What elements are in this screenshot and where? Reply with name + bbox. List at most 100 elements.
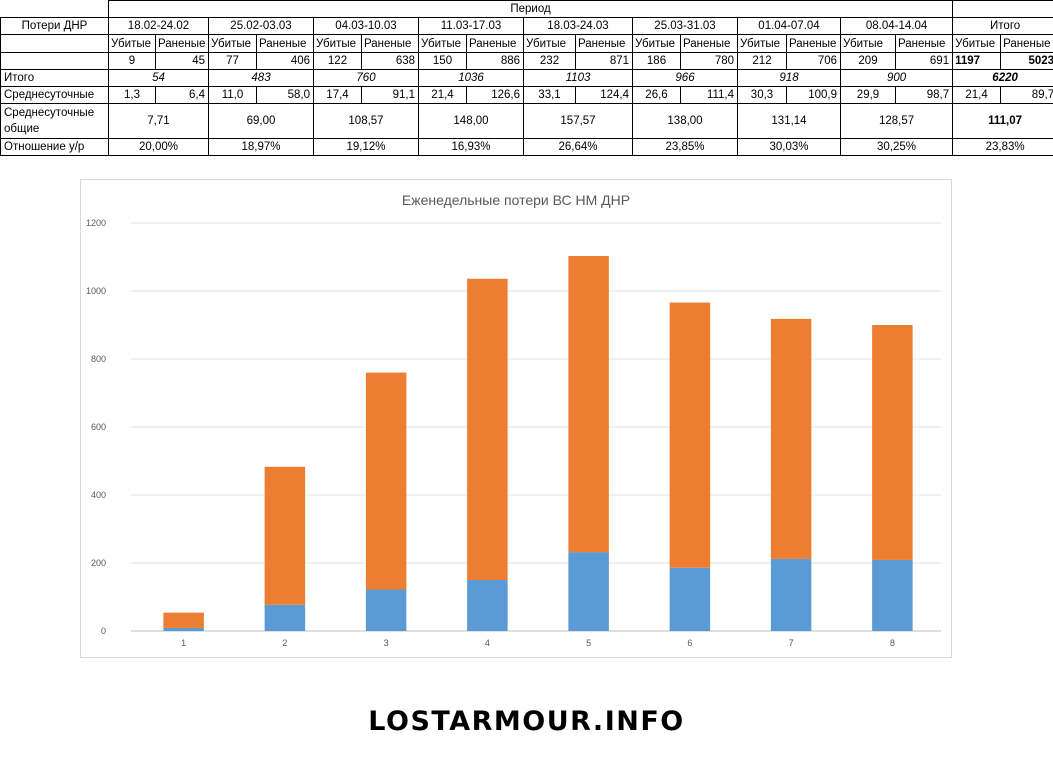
col-killed-label: Убитые (313, 34, 362, 53)
weekly-losses-chart: Еженедельные потери ВС НМ ДНР 0 200 400 600… (80, 179, 952, 658)
daily-grand-total: 111,07 (952, 103, 1053, 139)
wounded-value: 406 (256, 52, 314, 70)
daily-wounded-value: 91,1 (361, 86, 419, 104)
daily-total-value: 69,00 (208, 103, 314, 139)
daily-killed-value: 30,3 (737, 86, 787, 104)
period-date: 08.04-14.04 (839, 17, 954, 35)
x-tick-label: 6 (687, 638, 692, 648)
daily-wounded-value: 6,4 (155, 86, 209, 104)
x-tick-label: 7 (789, 638, 794, 648)
y-tick-label: 1000 (86, 286, 106, 296)
bar-wounded (568, 255, 609, 553)
empty-corner-right (952, 0, 1053, 18)
daily-wounded-value: 111,4 (680, 86, 738, 104)
col-killed-label: Убитые (737, 34, 787, 53)
total-wounded-value: 5023 (1000, 52, 1053, 70)
period-total: 900 (839, 69, 954, 87)
wounded-value: 638 (361, 52, 419, 70)
period-date: 04.03-10.03 (313, 17, 419, 35)
daily-killed-value: 33,1 (523, 86, 576, 104)
daily-killed-value: 1,3 (108, 86, 156, 104)
bar-killed (264, 604, 306, 631)
period-date: 18.03-24.03 (523, 17, 633, 35)
y-tick-label: 1200 (86, 218, 106, 228)
col-wounded-label: Раненые (894, 34, 954, 53)
bar-killed (163, 627, 204, 631)
daily-wounded-value: 100,9 (786, 86, 841, 104)
killed-value: 122 (313, 52, 362, 70)
col-wounded-label: Раненые (256, 34, 314, 53)
ratio-value: 30,25% (839, 138, 954, 156)
period-date: 25.03-31.03 (632, 17, 738, 35)
bar-killed (568, 552, 609, 631)
period-total: 483 (208, 69, 314, 87)
col-killed-label: Убитые (632, 34, 681, 53)
killed-value: 186 (632, 52, 681, 70)
y-tick-label: 0 (101, 626, 106, 636)
daily-total-value: 128,57 (839, 103, 954, 139)
x-tick-label: 2 (282, 638, 287, 648)
daily-total-value: 157,57 (523, 103, 633, 139)
col-wounded-label: Раненые (1000, 34, 1053, 53)
killed-value: 9 (108, 52, 156, 70)
ratio-value: 19,12% (313, 138, 419, 156)
site-watermark: LOSTARMOUR.INFO (368, 706, 685, 737)
period-total: 918 (737, 69, 841, 87)
total-killed-value: 1197 (952, 52, 1002, 70)
grand-total: 6220 (952, 69, 1053, 87)
period-total: 54 (108, 69, 209, 87)
killed-value: 212 (737, 52, 787, 70)
killed-value: 150 (418, 52, 467, 70)
daily-killed-value: 21,4 (418, 86, 467, 104)
row-label-daily-total: Среднесуточные общие (0, 103, 109, 139)
bar-killed (365, 589, 407, 631)
table-header-label: Потери ДНР (0, 17, 109, 35)
ratio-value: 18,97% (208, 138, 314, 156)
wounded-value: 886 (466, 52, 524, 70)
empty-cell (0, 52, 109, 70)
period-date: 11.03-17.03 (418, 17, 524, 35)
total-column-header: Итого (952, 17, 1053, 35)
wounded-value: 45 (155, 52, 209, 70)
x-tick-label: 8 (890, 638, 895, 648)
col-wounded-label: Раненые (786, 34, 841, 53)
row-label-total: Итого (0, 69, 109, 87)
bar-wounded (872, 325, 913, 560)
losses-table: Период Потери ДНР 18.02-24.02 25.02-03.03 04… (0, 0, 1053, 156)
col-killed-label: Убитые (952, 34, 1002, 53)
bar-killed (770, 558, 812, 631)
row-label-ratio: Отношение у/р (0, 138, 109, 156)
col-wounded-label: Раненые (575, 34, 633, 53)
ratio-value: 26,64% (523, 138, 633, 156)
bar-wounded (365, 372, 407, 590)
ratio-value: 30,03% (737, 138, 841, 156)
period-total: 760 (313, 69, 419, 87)
wounded-value: 706 (786, 52, 841, 70)
period-total: 1036 (418, 69, 524, 87)
daily-wounded-value: 58,0 (256, 86, 314, 104)
col-wounded-label: Раненые (466, 34, 524, 53)
empty-corner (1, 1, 109, 18)
bar-wounded (264, 466, 306, 605)
x-tick-label: 4 (485, 638, 490, 648)
ratio-total: 23,83% (952, 138, 1053, 156)
period-total: 1103 (523, 69, 633, 87)
bar-killed (669, 567, 711, 631)
daily-total-wounded: 89,7 (1000, 86, 1053, 104)
col-killed-label: Убитые (108, 34, 156, 53)
col-killed-label: Убитые (840, 34, 896, 53)
killed-value: 232 (523, 52, 576, 70)
col-killed-label: Убитые (208, 34, 257, 53)
bar-wounded (669, 302, 711, 568)
col-wounded-label: Раненые (155, 34, 209, 53)
row-label-daily: Среднесуточные (0, 86, 109, 104)
daily-killed-value: 17,4 (313, 86, 362, 104)
daily-wounded-value: 126,6 (466, 86, 524, 104)
x-tick-label: 1 (181, 638, 186, 648)
ratio-value: 23,85% (632, 138, 738, 156)
daily-total-value: 148,00 (418, 103, 524, 139)
bar-wounded (770, 318, 812, 559)
daily-total-killed: 21,4 (952, 86, 1002, 104)
wounded-value: 871 (575, 52, 633, 70)
wounded-value: 780 (680, 52, 738, 70)
